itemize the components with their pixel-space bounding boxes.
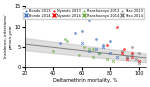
Point (63, 38, 66, 39)
Legend: Bondo 2013, Bondo 2014, Nyando 2013, Nyando 2014, Ranchuonyo 2013, Ranchuonyo 20: Bondo 2013, Bondo 2014, Nyando 2013, Nya… (23, 8, 144, 19)
Point (130, 52, 133, 54)
Point (98, 52, 100, 54)
Point (106, 58, 108, 60)
Point (88, 48, 90, 50)
Point (92, 56, 94, 58)
Point (109, 52, 111, 54)
Point (126, 56, 129, 58)
Point (95, 48, 97, 50)
Point (66, 40, 69, 41)
Point (130, 46, 133, 48)
Point (120, 50, 123, 52)
Point (126, 56, 129, 58)
Point (88, 50, 90, 52)
Point (52, 50, 54, 52)
Point (138, 52, 140, 54)
Point (83, 46, 86, 48)
Point (102, 44, 104, 46)
Point (130, 56, 133, 58)
Point (130, 54, 133, 56)
Point (80, 30, 83, 31)
X-axis label: Deltamethrin mortality, %: Deltamethrin mortality, % (53, 78, 117, 83)
Point (126, 58, 129, 60)
Point (138, 62, 140, 64)
Point (98, 52, 100, 54)
Point (112, 60, 114, 62)
Point (102, 46, 104, 48)
Point (120, 52, 123, 54)
Point (80, 42, 83, 44)
Point (92, 48, 94, 50)
Point (135, 58, 137, 60)
Point (88, 20, 90, 21)
Point (73, 32, 76, 33)
Point (116, 56, 119, 58)
Point (123, 48, 126, 50)
Y-axis label: Incidence, infections/
person-year: Incidence, infections/ person-year (4, 15, 13, 58)
Point (95, 38, 97, 39)
Point (116, 26, 119, 27)
Point (78, 54, 80, 56)
Point (138, 60, 140, 62)
Point (59, 42, 61, 44)
Point (106, 44, 108, 46)
Point (109, 40, 111, 41)
